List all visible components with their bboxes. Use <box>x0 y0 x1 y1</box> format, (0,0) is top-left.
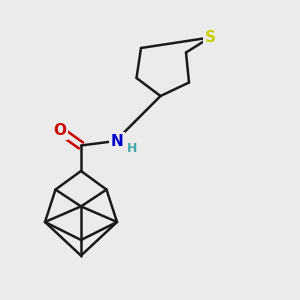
Text: S: S <box>205 30 215 45</box>
Text: O: O <box>53 123 67 138</box>
Text: H: H <box>127 142 137 155</box>
Text: N: N <box>111 134 123 148</box>
